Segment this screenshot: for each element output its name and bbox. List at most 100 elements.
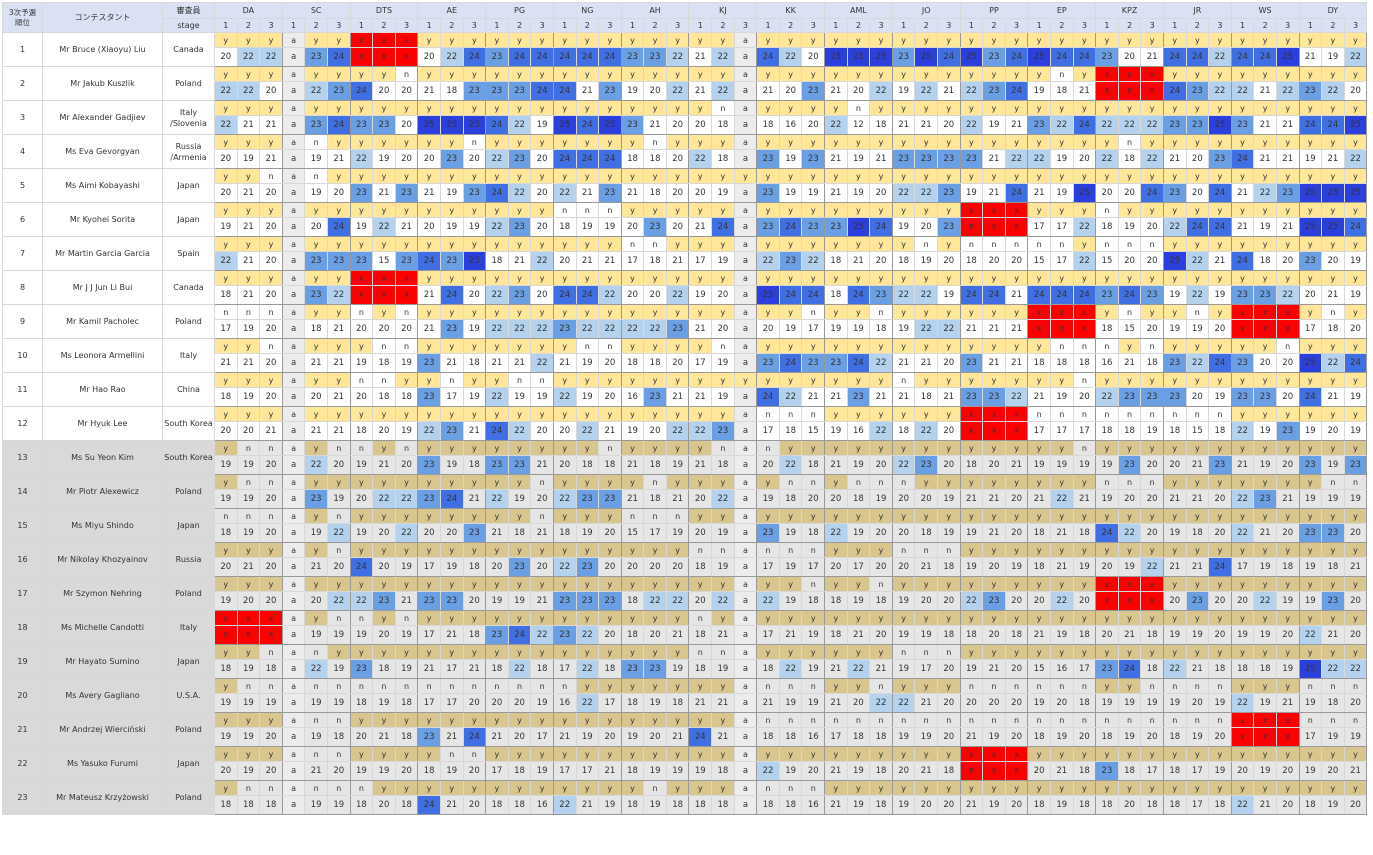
score-cell: 21 bbox=[778, 625, 803, 645]
vote-cell: y bbox=[620, 780, 645, 796]
vote-cell: y bbox=[552, 644, 577, 660]
vote-cell: y bbox=[891, 32, 916, 48]
vote-cell: y bbox=[620, 32, 645, 48]
score-cell: 22 bbox=[417, 421, 441, 441]
score-cell: 20 bbox=[1162, 455, 1187, 475]
vote-cell: y bbox=[485, 202, 509, 218]
score-cell: 23 bbox=[552, 591, 577, 611]
score-cell: 23 bbox=[507, 81, 532, 101]
score-cell: 20 bbox=[914, 795, 938, 815]
vote-cell: y bbox=[1321, 202, 1345, 218]
vote-cell: y bbox=[756, 746, 780, 762]
score-cell: 20 bbox=[259, 285, 283, 305]
score-cell: 22 bbox=[869, 421, 893, 441]
vote-cell: y bbox=[1321, 236, 1345, 252]
vote-cell: y bbox=[846, 610, 871, 626]
vote-cell: y bbox=[552, 576, 577, 592]
vote-cell: y bbox=[1140, 440, 1164, 456]
score-cell: 21 bbox=[1230, 183, 1255, 203]
score-cell: 19 bbox=[1072, 557, 1097, 577]
vote-cell: y bbox=[1343, 610, 1368, 626]
vote-cell: y bbox=[1072, 202, 1097, 218]
score-cell: a bbox=[281, 591, 306, 611]
score-cell: 24 bbox=[756, 387, 780, 407]
score-cell: 23 bbox=[598, 183, 622, 203]
vote-cell: n bbox=[937, 712, 961, 728]
vote-cell: n bbox=[1117, 712, 1142, 728]
vote-cell: x bbox=[959, 746, 984, 762]
score-cell: 21 bbox=[326, 319, 351, 339]
score-cell: 20 bbox=[643, 727, 667, 747]
vote-cell: y bbox=[552, 270, 577, 286]
vote-cell: y bbox=[1298, 304, 1323, 320]
score-cell: 18 bbox=[1027, 353, 1051, 373]
vote-cell: y bbox=[552, 338, 577, 354]
vote-cell: y bbox=[236, 236, 261, 252]
vote-cell: y bbox=[937, 338, 961, 354]
vote-cell: y bbox=[575, 236, 600, 252]
vote-cell: y bbox=[1072, 508, 1097, 524]
vote-cell: n bbox=[914, 712, 938, 728]
score-cell: 20 bbox=[801, 115, 826, 135]
vote-cell: y bbox=[507, 134, 532, 150]
score-cell: 21 bbox=[1049, 557, 1074, 577]
vote-cell: y bbox=[1185, 780, 1210, 796]
score-cell: 20 bbox=[1321, 761, 1345, 781]
vote-cell: x bbox=[259, 610, 283, 626]
vote-cell: y bbox=[1162, 780, 1187, 796]
score-cell: 19 bbox=[394, 353, 419, 373]
vote-cell: n bbox=[801, 542, 826, 558]
score-cell: 20 bbox=[214, 557, 238, 577]
vote-cell: y bbox=[304, 610, 328, 626]
score-cell: 24 bbox=[1049, 285, 1074, 305]
vote-cell: y bbox=[326, 134, 351, 150]
vote-cell: y bbox=[439, 304, 464, 320]
vote-cell: y bbox=[552, 746, 577, 762]
vote-cell: y bbox=[1004, 32, 1029, 48]
vote-cell: y bbox=[236, 406, 261, 422]
score-cell: 19 bbox=[394, 557, 419, 577]
score-cell: 20 bbox=[214, 149, 238, 169]
score-cell: 21 bbox=[824, 149, 848, 169]
score-cell: 20 bbox=[1208, 523, 1232, 543]
vote-cell: y bbox=[869, 542, 893, 558]
vote-cell: y bbox=[1343, 270, 1368, 286]
score-cell: 22 bbox=[1343, 659, 1368, 679]
vote-cell: y bbox=[665, 644, 690, 660]
vote-cell: a bbox=[733, 644, 758, 660]
vote-cell: y bbox=[1253, 134, 1277, 150]
score-cell: 21 bbox=[417, 183, 441, 203]
score-cell: 20 bbox=[620, 217, 645, 237]
vote-cell: n bbox=[1049, 678, 1074, 694]
contestant-name: Ms Leonora Armellini bbox=[42, 338, 163, 373]
vote-cell: n bbox=[349, 304, 374, 320]
vote-cell: y bbox=[1275, 66, 1300, 82]
vote-cell: y bbox=[937, 66, 961, 82]
stage-number: 3 bbox=[1275, 18, 1300, 33]
score-cell: 19 bbox=[643, 795, 667, 815]
score-cell: 22 bbox=[304, 659, 328, 679]
score-cell: 23 bbox=[552, 319, 577, 339]
score-cell: 19 bbox=[304, 693, 328, 713]
vote-cell: y bbox=[1072, 576, 1097, 592]
vote-cell: y bbox=[1162, 100, 1187, 116]
score-cell: 20 bbox=[914, 217, 938, 237]
vote-cell: y bbox=[1253, 236, 1277, 252]
juror-name: PP bbox=[959, 2, 1029, 19]
score-cell: 20 bbox=[643, 421, 667, 441]
score-cell: 20 bbox=[1321, 421, 1345, 441]
score-cell: x bbox=[1117, 591, 1142, 611]
score-cell: 19 bbox=[665, 455, 690, 475]
vote-cell: y bbox=[1049, 270, 1074, 286]
score-cell: 24 bbox=[417, 795, 441, 815]
vote-cell: y bbox=[778, 32, 803, 48]
score-cell: 18 bbox=[349, 795, 374, 815]
score-cell: 18 bbox=[372, 353, 396, 373]
score-cell: 25 bbox=[417, 115, 441, 135]
vote-cell: y bbox=[530, 644, 554, 660]
vote-cell: y bbox=[937, 440, 961, 456]
vote-cell: y bbox=[982, 372, 1006, 388]
score-cell: 23 bbox=[1230, 115, 1255, 135]
vote-cell: n bbox=[1321, 474, 1345, 490]
score-cell: 21 bbox=[1321, 625, 1345, 645]
